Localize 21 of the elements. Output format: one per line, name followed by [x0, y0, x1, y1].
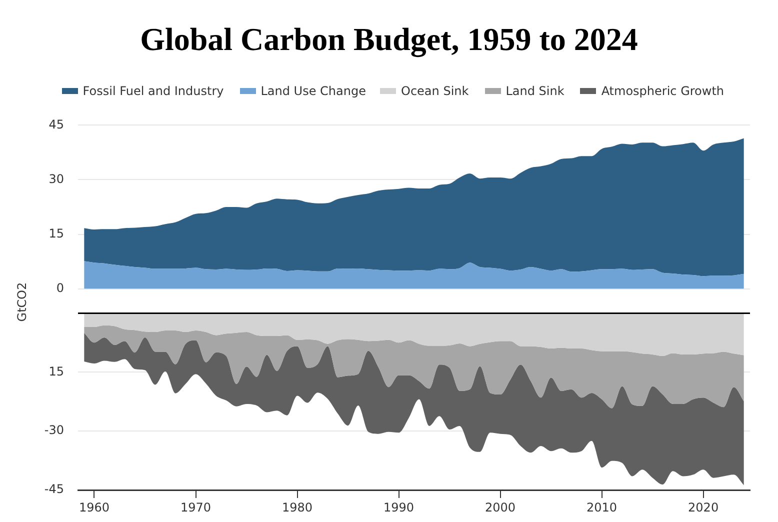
y-tick-label: 15 [48, 364, 64, 378]
x-tick-label: 2010 [586, 500, 618, 514]
x-tick-label: 2000 [485, 500, 516, 514]
y-axis-title: GtCO2 [15, 282, 29, 322]
chart-title: Global Carbon Budget, 1959 to 2024 [139, 20, 639, 60]
legend-label: Land Use Change [260, 84, 366, 98]
y-tick-label: -30 [44, 423, 64, 438]
x-tick-label: 2020 [688, 500, 719, 514]
x-tick-label: 1960 [78, 500, 110, 514]
legend-label: Atmospheric Growth [601, 84, 724, 98]
x-tick-label: 1990 [384, 500, 414, 514]
y-tick-label: 0 [56, 280, 64, 295]
legend-label: Fossil Fuel and Industry [82, 84, 224, 98]
y-tick-label: 45 [48, 117, 64, 132]
x-tick-label: 1970 [180, 500, 212, 514]
y-tick-label: 30 [48, 172, 64, 186]
legend-label: Land Sink [506, 84, 564, 98]
x-tick-label: 1980 [282, 500, 313, 514]
y-tick-label: 15 [48, 226, 64, 240]
legend-label: Ocean Sink [401, 84, 469, 98]
y-tick-label: -45 [44, 482, 64, 496]
